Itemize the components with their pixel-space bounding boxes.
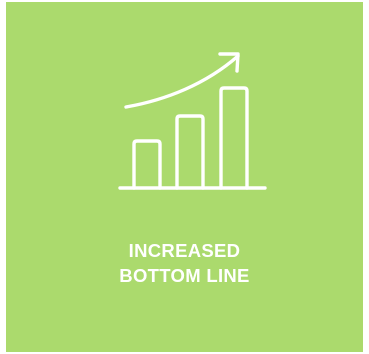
bar-large	[221, 88, 247, 188]
bar-medium	[177, 116, 203, 188]
caption-line-1: INCREASED	[6, 238, 363, 263]
bar-chart-growth-icon	[6, 2, 363, 202]
tile-caption: INCREASED BOTTOM LINE	[6, 238, 363, 288]
feature-tile: INCREASED BOTTOM LINE	[6, 2, 363, 352]
caption-line-2: BOTTOM LINE	[6, 263, 363, 288]
bar-small	[134, 141, 160, 188]
